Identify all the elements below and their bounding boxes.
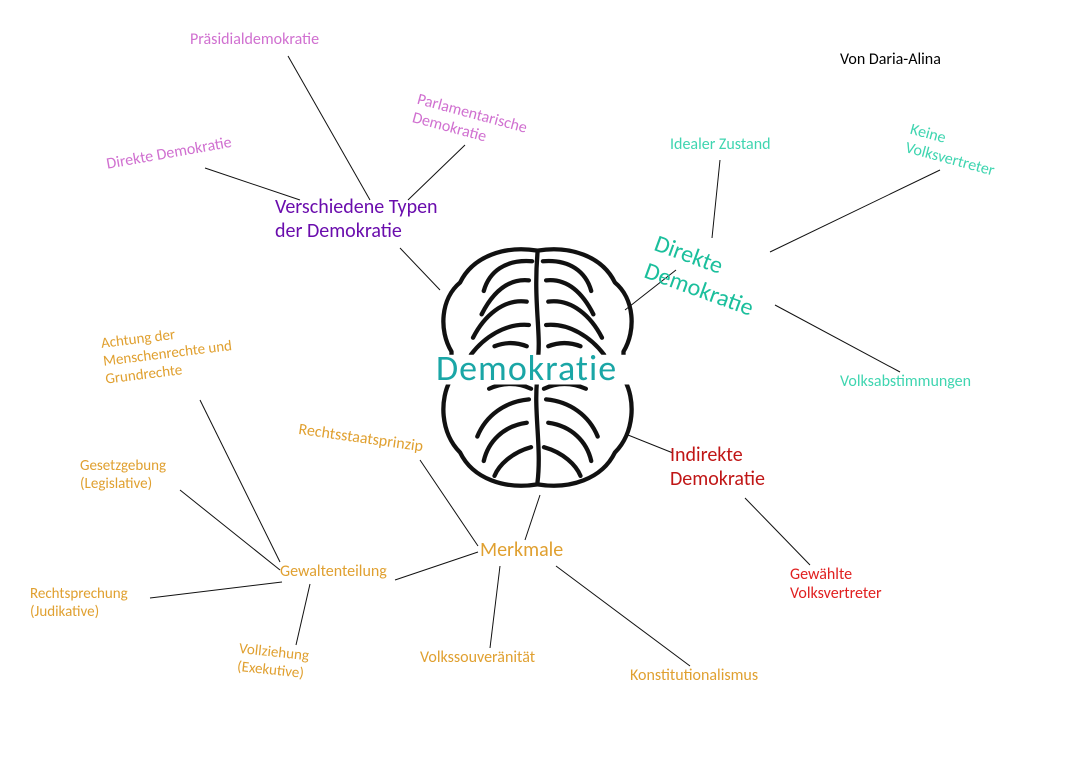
node-volkssouv: Volkssouveränität [420, 648, 535, 667]
node-volksabst: Volksabstimmungen [840, 372, 971, 391]
node-typen: Verschiedene Typen der Demokratie [275, 195, 438, 243]
node-gew_vv: Gewählte Volksvertreter [790, 565, 882, 603]
node-achtung: Achtung der Menschenrechte und Grundrech… [100, 319, 235, 388]
node-vollziehung: Vollziehung (Exekutive) [236, 640, 310, 683]
author-label: Von Daria-Alina [840, 50, 941, 69]
node-praesidial: Präsidialdemokratie [190, 30, 319, 49]
node-parlament: Parlamentarische Demokratie [410, 90, 529, 156]
node-gewaltent: Gewaltenteilung [280, 562, 387, 581]
node-rechtsprech: Rechtsprechung (Judikative) [30, 585, 128, 621]
center-label: Demokratie [436, 347, 617, 390]
node-indirekte: Indirekte Demokratie [670, 443, 765, 491]
node-idealer: Idealer Zustand [670, 135, 771, 154]
mindmap-canvas: Demokratie Von Daria-Alina Präsidialdemo… [0, 0, 1080, 763]
node-direkte_typ: Direkte Demokratie [105, 133, 233, 174]
node-direkte_big: Direkte Demokratie [640, 230, 767, 323]
node-gesetzgebung: Gesetzgebung (Legislative) [80, 457, 166, 493]
node-keine_vv: Keine Volksvertreter [903, 120, 1001, 181]
node-merkmale: Merkmale [480, 538, 563, 562]
node-rechtsstaat: Rechtsstaatsprinzip [297, 420, 424, 456]
node-konstitut: Konstitutionalismus [630, 666, 758, 685]
